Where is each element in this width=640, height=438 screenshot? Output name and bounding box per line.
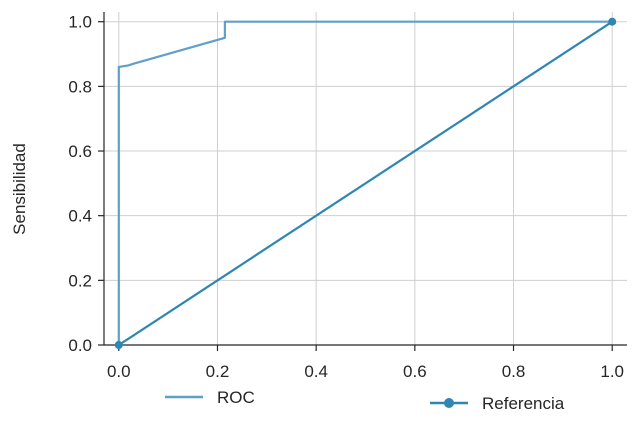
x-tick-label: 0.8	[502, 362, 526, 381]
data-point-referencia	[608, 17, 617, 26]
x-tick-labels: 0.0 0.2 0.4 0.6 0.8 1.0	[107, 362, 624, 381]
y-tick-label: 0.6	[68, 142, 92, 161]
y-tick-label: 0.2	[68, 271, 92, 290]
x-tick-label: 1.0	[600, 362, 624, 381]
x-tick-label: 0.6	[403, 362, 427, 381]
y-tick-label: 0.4	[68, 207, 92, 226]
axes	[98, 12, 627, 351]
legend-label: ROC	[217, 388, 255, 407]
grid	[104, 12, 627, 346]
legend-marker	[444, 398, 454, 408]
x-tick-label: 0.0	[107, 362, 131, 381]
series-layer	[114, 17, 617, 349]
data-point-referencia	[114, 341, 123, 349]
y-tick-label: 0.8	[68, 77, 92, 96]
legend-label: Referencia	[482, 394, 565, 413]
x-tick-label: 0.2	[206, 362, 230, 381]
x-tick-label: 0.4	[304, 362, 328, 381]
y-tick-labels: 0.0 0.2 0.4 0.6 0.8 1.0	[68, 13, 92, 355]
y-tick-label: 1.0	[68, 13, 92, 32]
series-line-roc	[117, 20, 613, 345]
legend: ROC Referencia	[165, 388, 565, 413]
series-line-referencia	[118, 20, 613, 346]
y-tick-label: 0.0	[68, 336, 92, 355]
y-axis-label: Sensibilidad	[10, 143, 29, 235]
